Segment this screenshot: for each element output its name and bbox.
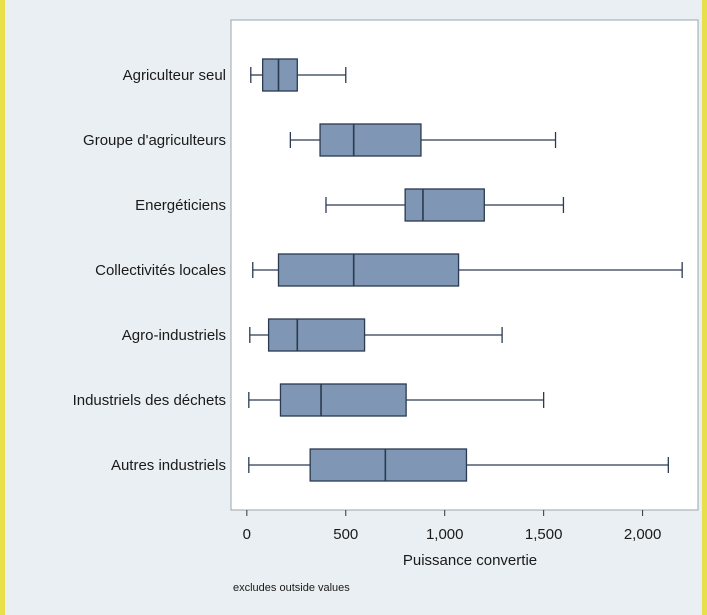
iqr-box — [319, 123, 422, 157]
box-item — [248, 448, 669, 482]
iqr-box — [277, 253, 460, 287]
category-label: Energéticiens — [135, 197, 226, 214]
iqr-box — [404, 188, 485, 222]
iqr-box — [267, 318, 366, 352]
box-item — [249, 318, 503, 352]
category-label: Agriculteur seul — [123, 67, 226, 84]
box-item — [248, 383, 545, 417]
box-item — [252, 253, 683, 287]
x-axis-title: Puissance convertie — [403, 552, 537, 569]
category-label: Groupe d'agriculteurs — [83, 132, 226, 149]
category-label: Autres industriels — [111, 457, 226, 474]
iqr-box — [309, 448, 468, 482]
iqr-box — [262, 58, 298, 92]
footnote: excludes outside values — [233, 582, 350, 594]
box-plot-chart: Agriculteur seul Groupe d'agriculteurs Ene… — [73, 19, 699, 594]
category-label: Industriels des déchets — [73, 392, 226, 409]
box-item — [325, 188, 565, 222]
x-tick-label: 1,500 — [525, 526, 563, 543]
category-label: Collectivités locales — [95, 262, 226, 279]
x-tick-label: 0 — [243, 526, 251, 543]
iqr-box — [279, 383, 407, 417]
x-tick-label: 2,000 — [624, 526, 662, 543]
box-item — [250, 58, 347, 92]
x-tick-label: 1,000 — [426, 526, 464, 543]
category-label: Agro-industriels — [122, 327, 226, 344]
box-item — [289, 123, 557, 157]
category-labels: Agriculteur seul Groupe d'agriculteurs Ene… — [73, 67, 226, 474]
x-axis: 0 500 1,000 1,500 2,000 — [243, 510, 662, 543]
x-tick-label: 500 — [333, 526, 358, 543]
box-series — [248, 58, 683, 482]
